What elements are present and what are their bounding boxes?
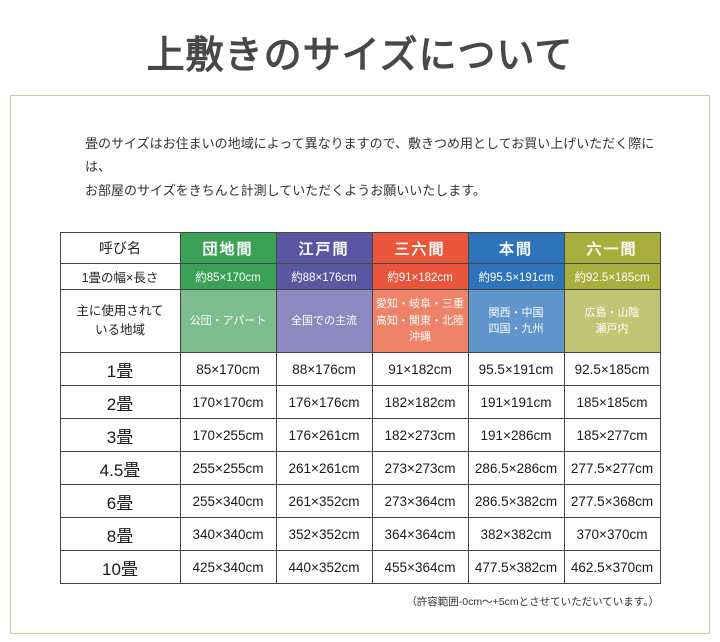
- size-value-cell: 352×352cm: [275, 517, 373, 552]
- size-cell: 約88×176cm: [275, 263, 373, 291]
- size-cell: 約92.5×185cm: [563, 263, 661, 291]
- size-value-cell: 85×170cm: [179, 352, 277, 387]
- size-value-cell: 191×286cm: [467, 418, 565, 453]
- table-row: 3畳 170×255cm 176×261cm 182×273cm 191×286…: [59, 418, 661, 453]
- region-cell: 公団・アパート: [179, 289, 277, 354]
- size-value-cell: 255×340cm: [179, 484, 277, 519]
- table-header-row: 呼び名 団地間 江戸間 三六間 本間 六一間: [59, 232, 661, 265]
- mat-count-label: 3畳: [59, 418, 181, 453]
- size-value-cell: 170×170cm: [179, 385, 277, 420]
- size-value-cell: 191×191cm: [467, 385, 565, 420]
- size-value-cell: 182×273cm: [371, 418, 469, 453]
- column-header-honma: 本間: [467, 232, 565, 265]
- mat-count-label: 10畳: [59, 550, 181, 585]
- region-row-label: 主に使用されて いる地域: [59, 289, 181, 354]
- size-value-cell: 92.5×185cm: [563, 352, 661, 387]
- size-value-cell: 286.5×286cm: [467, 451, 565, 486]
- intro-text: 畳のサイズはお住まいの地域によって異なりますので、敷きつめ用としてお買い上げいた…: [85, 132, 669, 202]
- size-table: 呼び名 団地間 江戸間 三六間 本間 六一間 1畳の幅×長さ 約85×170cm…: [59, 232, 661, 585]
- size-cell: 約85×170cm: [179, 263, 277, 291]
- region-cell: 全国での主流: [275, 289, 373, 354]
- column-header-danchima: 団地間: [179, 232, 277, 265]
- mat-count-label: 2畳: [59, 385, 181, 420]
- table-row: 4.5畳 255×255cm 261×261cm 273×273cm 286.5…: [59, 451, 661, 486]
- size-value-cell: 370×370cm: [563, 517, 661, 552]
- size-value-cell: 425×340cm: [179, 550, 277, 585]
- size-value-cell: 255×255cm: [179, 451, 277, 486]
- size-value-cell: 176×261cm: [275, 418, 373, 453]
- size-value-cell: 340×340cm: [179, 517, 277, 552]
- corner-cell: 呼び名: [59, 232, 181, 265]
- size-cell: 約91×182cm: [371, 263, 469, 291]
- mat-count-label: 1畳: [59, 352, 181, 387]
- size-value-cell: 185×185cm: [563, 385, 661, 420]
- table-row: 8畳 340×340cm 352×352cm 364×364cm 382×382…: [59, 517, 661, 552]
- content-box: 畳のサイズはお住まいの地域によって異なりますので、敷きつめ用としてお買い上げいた…: [10, 95, 710, 635]
- intro-line-2: お部屋のサイズをきちんと計測していただくようお願いいたします。: [85, 182, 486, 198]
- table-row: 10畳 425×340cm 440×352cm 455×364cm 477.5×…: [59, 550, 661, 585]
- column-header-sanrokuma: 三六間: [371, 232, 469, 265]
- size-row: 1畳の幅×長さ 約85×170cm 約88×176cm 約91×182cm 約9…: [59, 263, 661, 291]
- mat-count-label: 8畳: [59, 517, 181, 552]
- size-cell: 約95.5×191cm: [467, 263, 565, 291]
- column-header-edoma: 江戸間: [275, 232, 373, 265]
- region-cell: 関西・中国 四国・九州: [467, 289, 565, 354]
- table-row: 6畳 255×340cm 261×352cm 273×364cm 286.5×3…: [59, 484, 661, 519]
- size-value-cell: 286.5×382cm: [467, 484, 565, 519]
- size-value-cell: 261×261cm: [275, 451, 373, 486]
- mat-count-label: 6畳: [59, 484, 181, 519]
- size-value-cell: 182×182cm: [371, 385, 469, 420]
- page-title: 上敷きのサイズについて: [146, 35, 574, 77]
- size-value-cell: 277.5×277cm: [563, 451, 661, 486]
- size-row-label: 1畳の幅×長さ: [59, 263, 181, 291]
- size-value-cell: 440×352cm: [275, 550, 373, 585]
- size-value-cell: 455×364cm: [371, 550, 469, 585]
- size-value-cell: 477.5×382cm: [467, 550, 565, 585]
- size-value-cell: 91×182cm: [371, 352, 469, 387]
- region-cell: 愛知・岐阜・三重 高知・関東・北陸 沖縄: [371, 289, 469, 354]
- table-row: 2畳 170×170cm 176×176cm 182×182cm 191×191…: [59, 385, 661, 420]
- size-value-cell: 382×382cm: [467, 517, 565, 552]
- size-value-cell: 170×255cm: [179, 418, 277, 453]
- size-value-cell: 273×273cm: [371, 451, 469, 486]
- intro-line-1: 畳のサイズはお住まいの地域によって異なりますので、敷きつめ用としてお買い上げいた…: [85, 136, 655, 175]
- mat-count-label: 4.5畳: [59, 451, 181, 486]
- size-value-cell: 88×176cm: [275, 352, 373, 387]
- region-row: 主に使用されて いる地域 公団・アパート 全国での主流 愛知・岐阜・三重 高知・…: [59, 289, 661, 354]
- size-value-cell: 462.5×370cm: [563, 550, 661, 585]
- size-value-cell: 364×364cm: [371, 517, 469, 552]
- size-value-cell: 261×352cm: [275, 484, 373, 519]
- size-value-cell: 273×364cm: [371, 484, 469, 519]
- size-value-cell: 95.5×191cm: [467, 352, 565, 387]
- column-header-rokuichima: 六一間: [563, 232, 661, 265]
- footnote: （許容範囲-0cm～+5cmとさせていただいています。）: [406, 596, 659, 609]
- size-value-cell: 277.5×368cm: [563, 484, 661, 519]
- region-cell: 広島・山陰 瀬戸内: [563, 289, 661, 354]
- size-value-cell: 176×176cm: [275, 385, 373, 420]
- table-row: 1畳 85×170cm 88×176cm 91×182cm 95.5×191cm…: [59, 352, 661, 387]
- size-value-cell: 185×277cm: [563, 418, 661, 453]
